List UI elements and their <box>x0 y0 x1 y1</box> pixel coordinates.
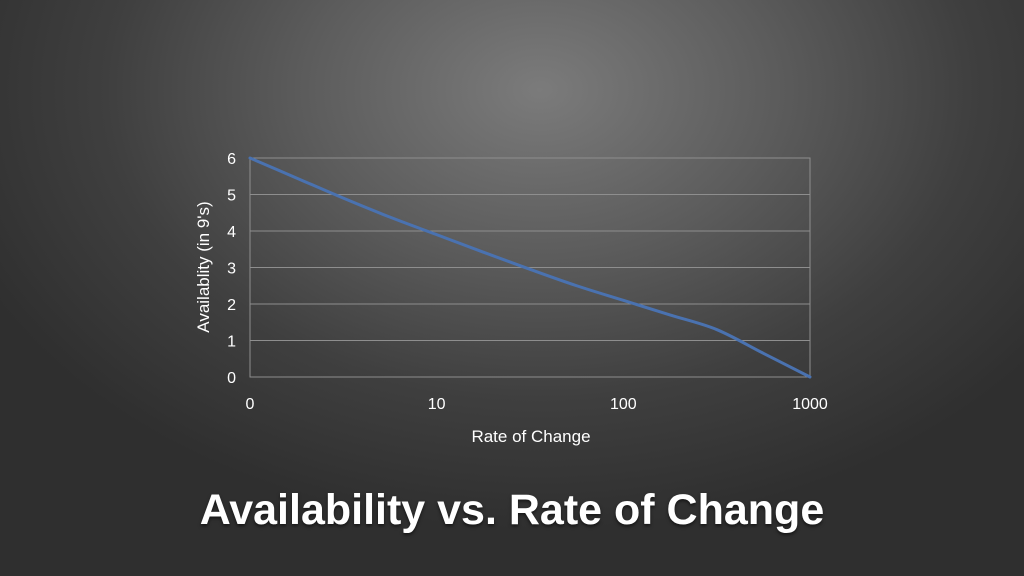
x-tick-label-1000: 1000 <box>792 396 828 413</box>
y-axis-title: Availablity (in 9's) <box>194 201 213 332</box>
x-axis-tick-labels: 0 10 100 1000 <box>246 396 828 413</box>
series-line-0 <box>248 156 812 379</box>
x-tick-label-0: 0 <box>246 396 255 413</box>
chart-grid <box>250 194 810 341</box>
y-axis-tick-labels: 0 1 2 3 4 5 6 <box>227 151 236 387</box>
y-tick-label-0: 0 <box>227 370 236 387</box>
slide-title: Availability vs. Rate of Change <box>199 486 825 534</box>
y-tick-label-2: 2 <box>227 297 236 314</box>
y-tick-label-6: 6 <box>227 151 236 168</box>
y-tick-label-4: 4 <box>227 224 236 241</box>
x-tick-label-100: 100 <box>610 396 637 413</box>
y-tick-label-5: 5 <box>227 188 236 205</box>
plot-area-frame <box>249 157 811 378</box>
chart-series <box>248 156 812 379</box>
y-tick-label-1: 1 <box>227 334 236 351</box>
x-tick-label-10: 10 <box>428 396 446 413</box>
x-axis-title: Rate of Change <box>471 427 590 446</box>
y-tick-label-3: 3 <box>227 261 236 278</box>
